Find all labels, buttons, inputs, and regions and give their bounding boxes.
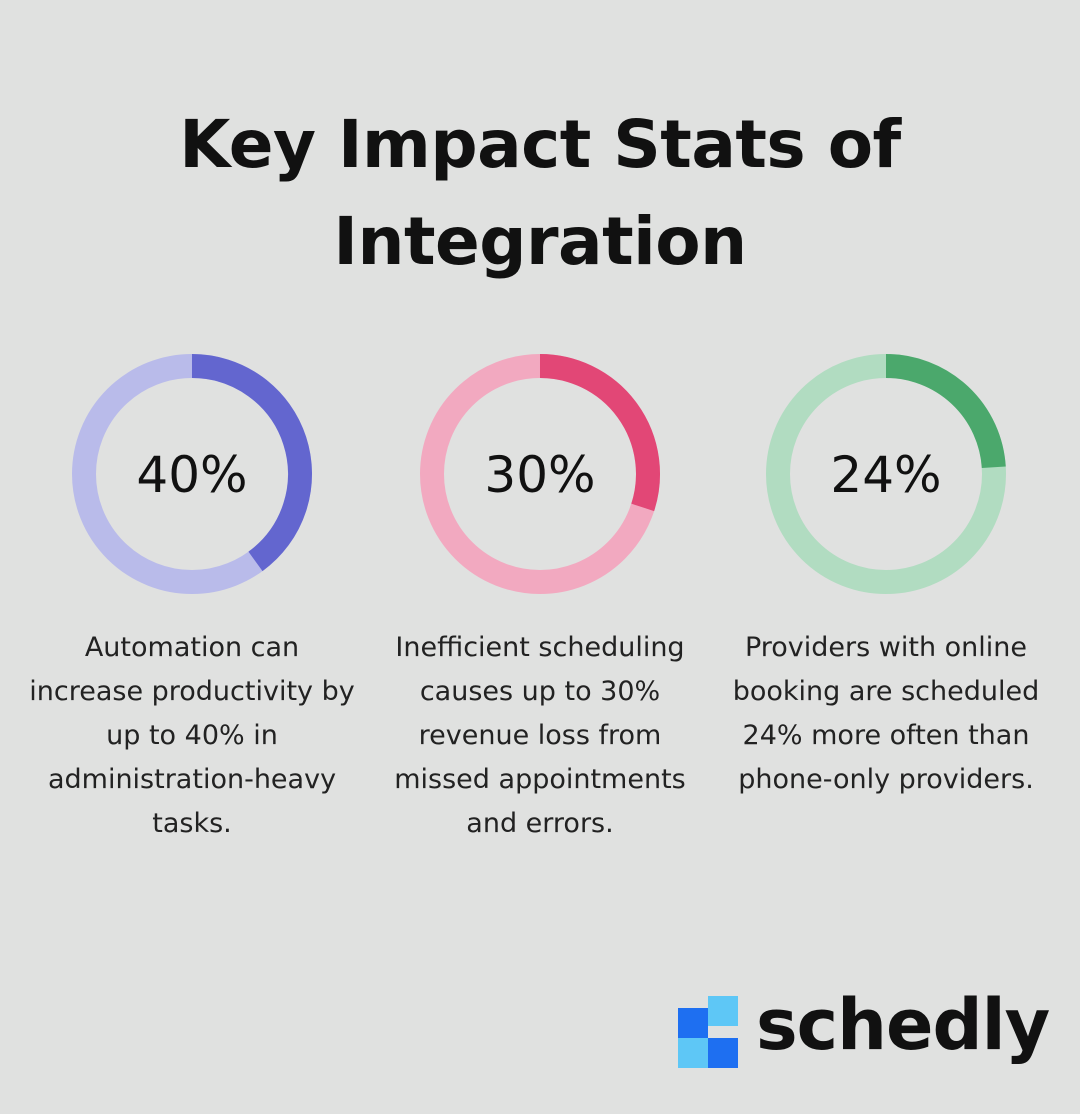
donut-chart-revenue-loss: 30% [420, 354, 660, 594]
logo-square [708, 996, 738, 1026]
stat-online-booking: 24% Providers with online booking are sc… [716, 352, 1056, 802]
donut-arc [191, 354, 312, 572]
schedly-logo-icon [678, 996, 738, 1068]
stat-value: 40% [136, 446, 247, 504]
donut-arc [539, 354, 660, 512]
stat-productivity: 40% Automation can increase productivity… [22, 352, 362, 846]
donut-chart-online-booking: 24% [766, 354, 1006, 594]
page-title: Key Impact Stats of Integration [179, 106, 901, 280]
stat-description: Inefficient scheduling causes up to 30% … [394, 632, 686, 839]
schedly-logo: schedly [678, 984, 1058, 1070]
stat-revenue-loss: 30% Inefficient scheduling causes up to … [370, 352, 710, 846]
donut-arc [885, 354, 1006, 469]
logo-square [708, 1038, 738, 1068]
logo-wordmark: schedly [756, 984, 1050, 1066]
stat-value: 24% [830, 446, 941, 504]
donut-chart-productivity: 40% [72, 354, 312, 594]
logo-square [678, 1008, 708, 1038]
stat-description: Providers with online booking are schedu… [732, 632, 1040, 795]
logo-square [678, 1038, 708, 1068]
stat-description: Automation can increase productivity by … [29, 632, 355, 839]
stat-value: 30% [484, 446, 595, 504]
